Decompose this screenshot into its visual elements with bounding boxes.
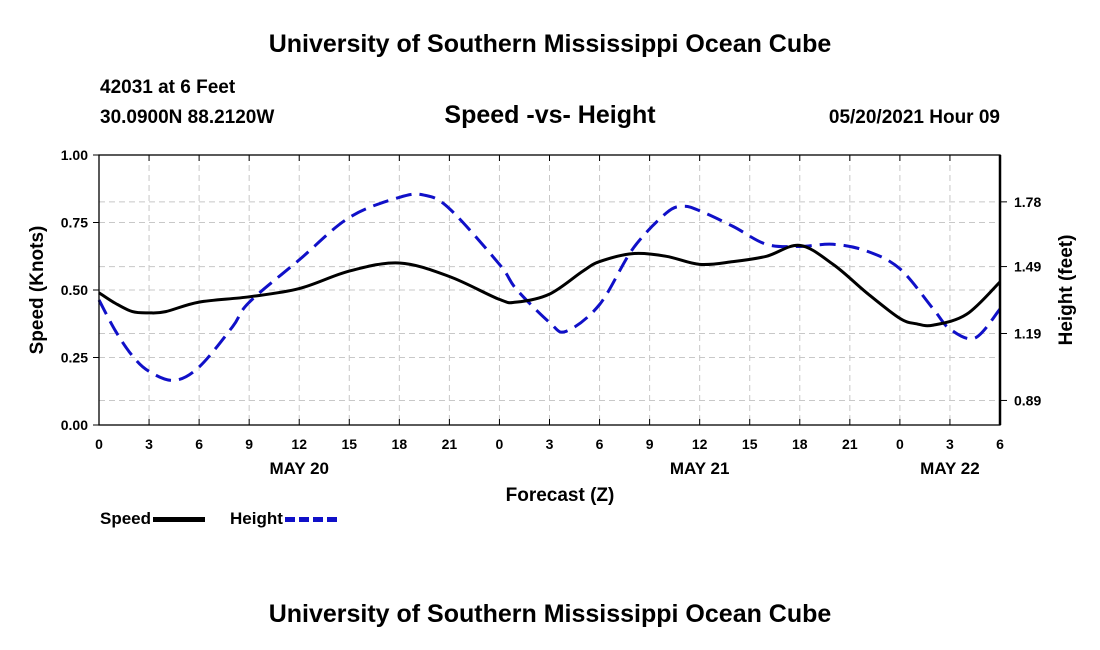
forecast-datetime: 05/20/2021 Hour 09 xyxy=(828,107,1000,128)
x-date-label: MAY 22 xyxy=(920,459,980,478)
x-date-label: MAY 21 xyxy=(670,459,730,478)
x-tick-label: 6 xyxy=(996,436,1004,452)
y2-tick-label: 1.78 xyxy=(1014,194,1041,210)
axis-ticks: 0 3 6 9 12 15 18 21 0 3 6 9 12 15 18 21 0 3 6 MAY 20 MAY 21 M… xyxy=(61,147,1042,478)
chart-title: Speed -vs- Height xyxy=(444,101,656,129)
x-tick-label: 0 xyxy=(95,436,103,452)
x-tick-label: 15 xyxy=(742,436,758,452)
y-tick-label: 0.25 xyxy=(61,350,88,366)
x-tick-label: 21 xyxy=(842,436,858,452)
y-tick-label: 0.50 xyxy=(61,282,88,298)
x-date-label: MAY 20 xyxy=(269,459,329,478)
speed-series-line xyxy=(98,243,1002,328)
y-axis-label: Speed (Knots) xyxy=(27,226,48,355)
x-tick-label: 18 xyxy=(392,436,408,452)
x-tick-label: 18 xyxy=(792,436,808,452)
x-axis-label: Forecast (Z) xyxy=(506,485,615,506)
x-tick-label: 6 xyxy=(195,436,203,452)
x-tick-label: 0 xyxy=(896,436,904,452)
legend-height: Height xyxy=(230,509,337,529)
y-tick-label: 1.00 xyxy=(61,147,88,163)
x-tick-label: 3 xyxy=(145,436,153,452)
x-tick-label: 9 xyxy=(646,436,654,452)
x-tick-label: 12 xyxy=(692,436,708,452)
height-series-line xyxy=(97,192,1002,382)
series-lines xyxy=(97,192,1002,382)
y-tick-label: 0.00 xyxy=(61,417,88,433)
chart-footer-title: University of Southern Mississippi Ocean… xyxy=(268,600,832,628)
y-tick-label: 0.75 xyxy=(61,215,88,231)
y2-axis-label: Height (feet) xyxy=(1056,235,1077,346)
x-tick-label: 21 xyxy=(442,436,458,452)
coordinates-label: 30.0900N 88.2120W xyxy=(100,107,275,128)
x-tick-label: 0 xyxy=(496,436,504,452)
x-tick-label: 3 xyxy=(546,436,554,452)
y2-tick-label: 0.89 xyxy=(1014,392,1041,408)
x-tick-label: 15 xyxy=(341,436,357,452)
legend-height-label: Height xyxy=(230,509,283,528)
x-tick-label: 12 xyxy=(291,436,307,452)
legend-speed-swatch xyxy=(153,516,206,522)
grid-lines xyxy=(99,155,1000,425)
chart-header-title: University of Southern Mississippi Ocean… xyxy=(268,30,832,58)
legend-speed-label: Speed xyxy=(100,509,152,528)
station-label: 42031 at 6 Feet xyxy=(100,77,236,98)
x-tick-label: 6 xyxy=(596,436,604,452)
y2-tick-label: 1.49 xyxy=(1014,259,1041,275)
legend-height-swatch xyxy=(284,516,337,522)
x-tick-label: 9 xyxy=(245,436,253,452)
y2-tick-label: 1.19 xyxy=(1014,326,1041,342)
legend-speed: Speed xyxy=(100,509,206,529)
x-tick-label: 3 xyxy=(946,436,954,452)
